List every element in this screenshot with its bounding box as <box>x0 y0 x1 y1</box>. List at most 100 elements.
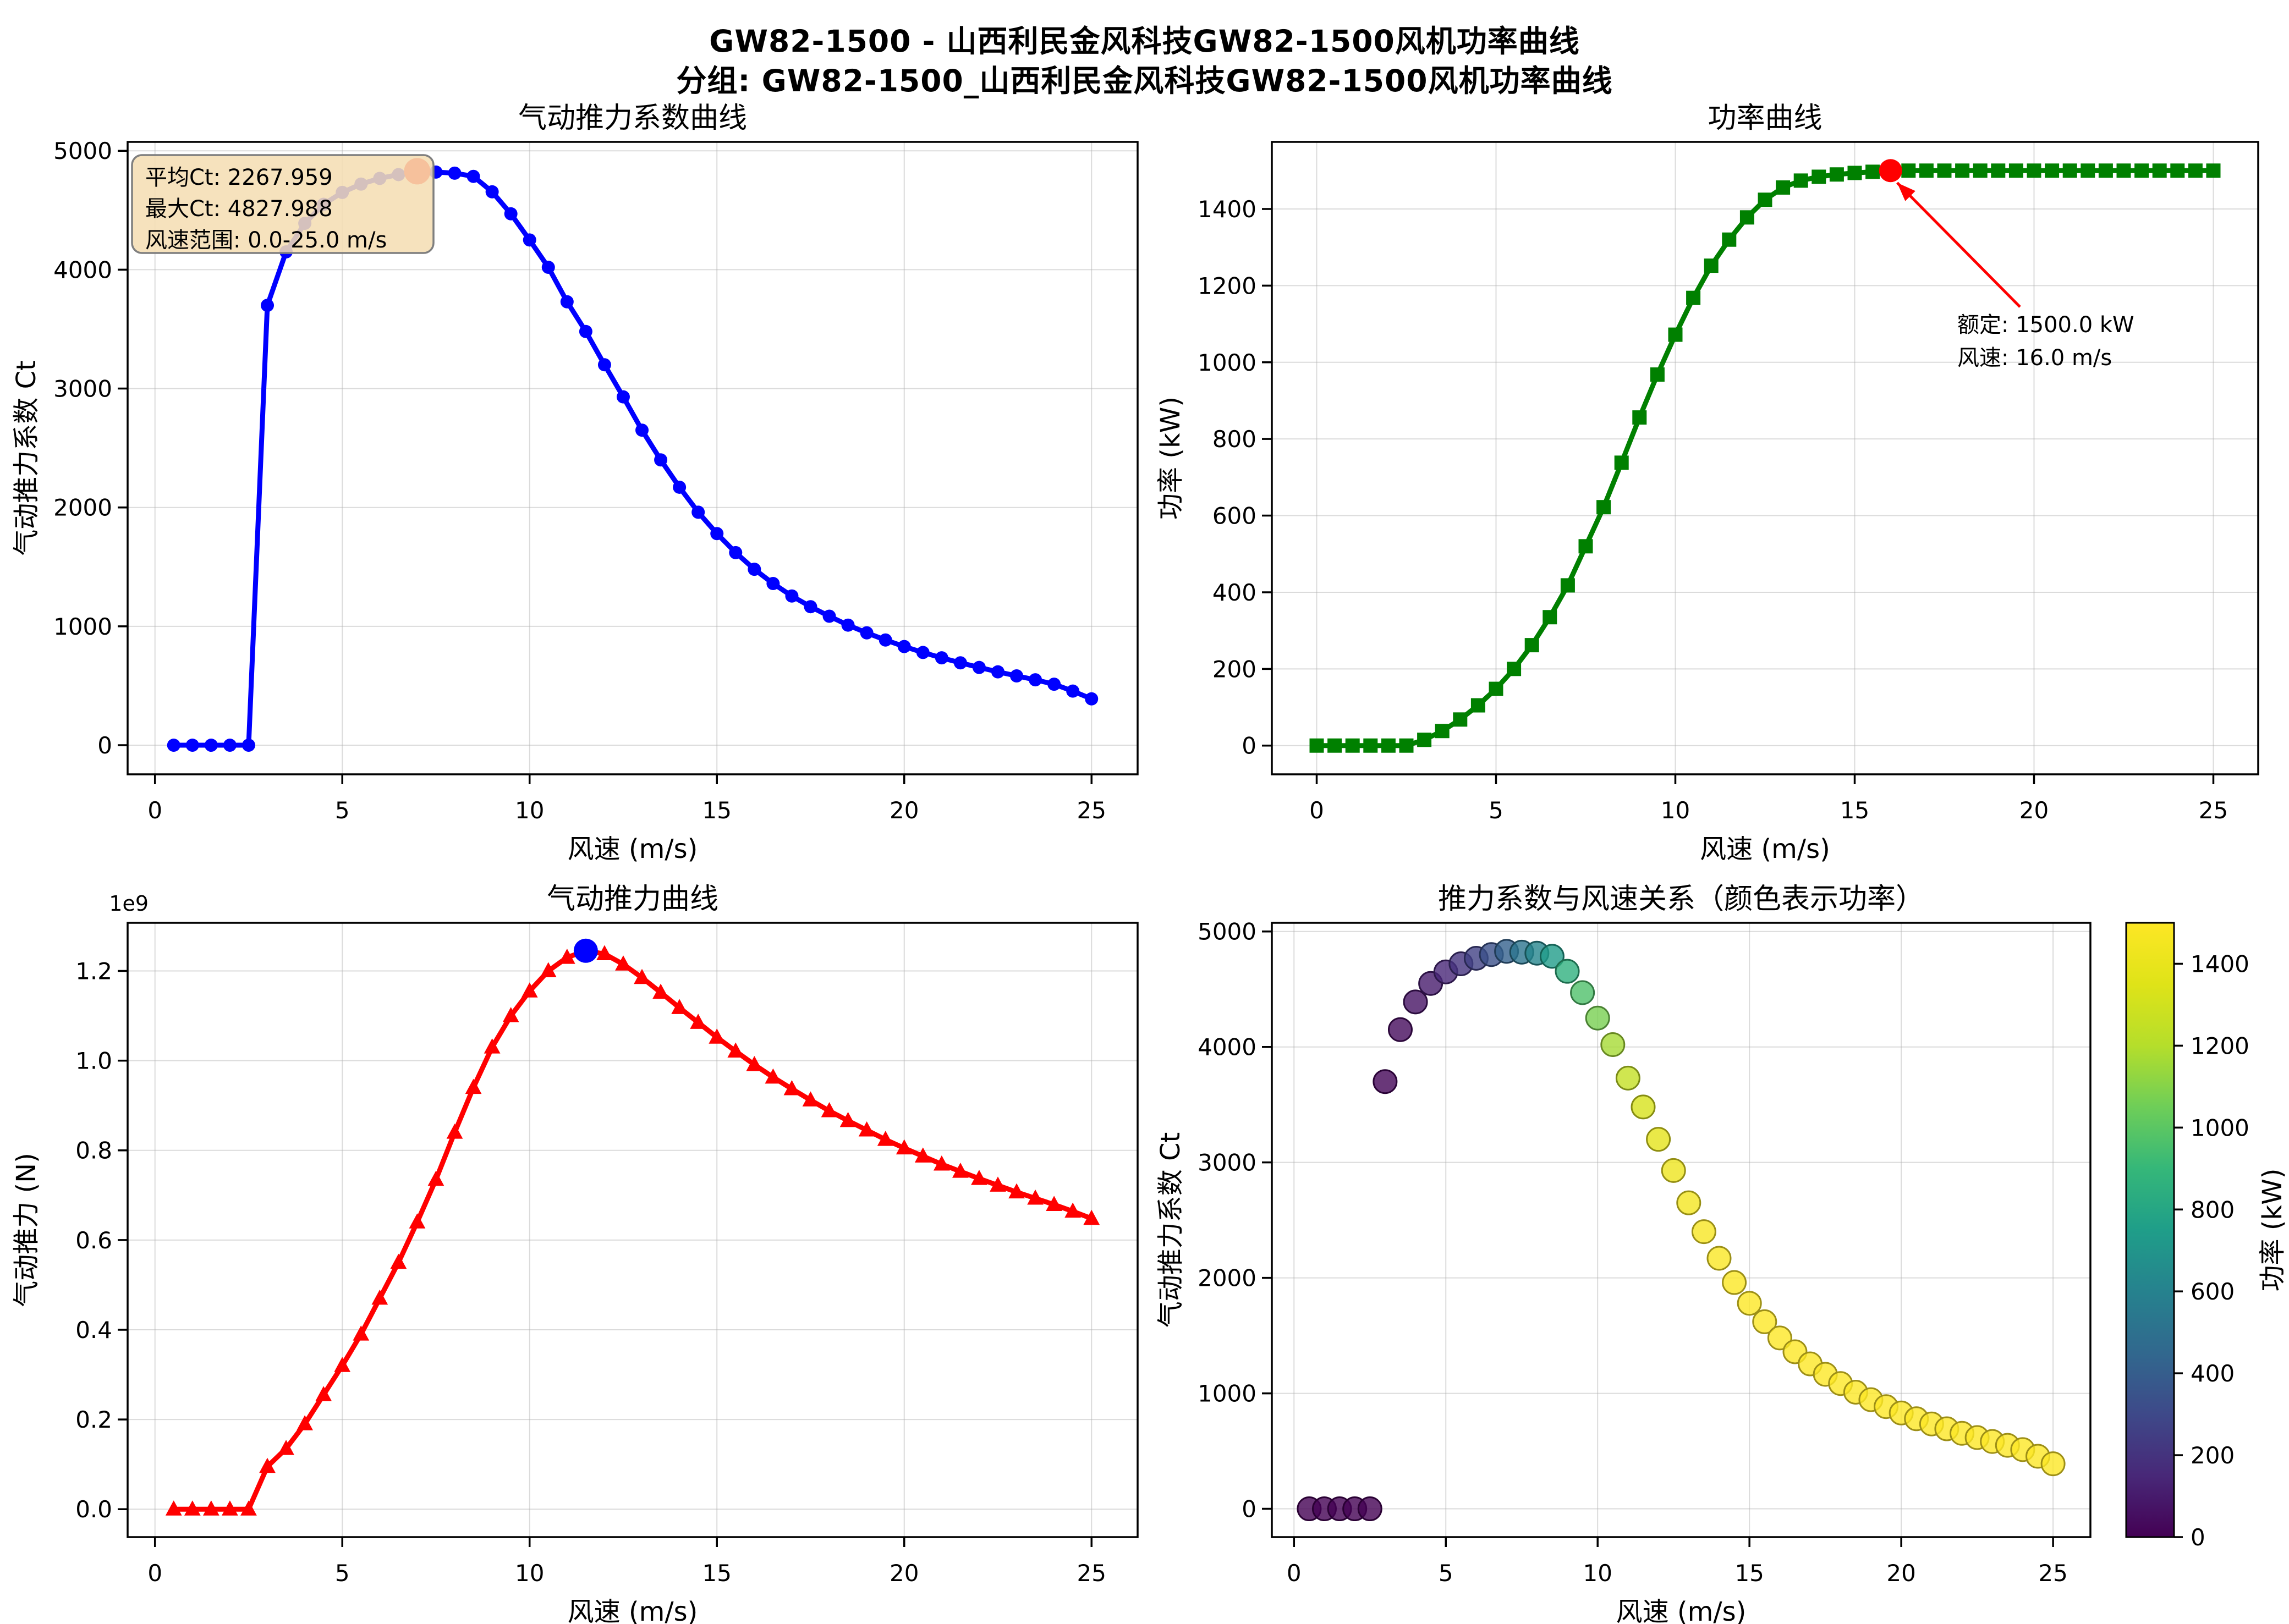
svg-text:10: 10 <box>1661 797 1690 824</box>
svg-text:20: 20 <box>2019 797 2049 824</box>
svg-text:0: 0 <box>1309 797 1324 824</box>
svg-text:15: 15 <box>702 797 732 824</box>
svg-text:25: 25 <box>1077 1560 1106 1587</box>
svg-text:0.8: 0.8 <box>75 1137 112 1164</box>
svg-text:25: 25 <box>1077 797 1106 824</box>
title-ct_curve: 气动推力系数曲线 <box>518 102 747 135</box>
svg-text:气动推力系数 Ct: 气动推力系数 Ct <box>11 360 42 556</box>
svg-text:20: 20 <box>890 1560 919 1587</box>
title-thrust_curve: 气动推力曲线 <box>547 883 718 916</box>
axes-ct_curve: 0 5 10 15 20 25 0 1000 2000 3000 4000 5000 气动推力系数曲线风… <box>11 102 1139 865</box>
svg-text:800: 800 <box>1212 426 1256 453</box>
svg-text:1400: 1400 <box>2191 950 2249 977</box>
series-ct_scatter <box>1297 939 2066 1522</box>
series-power_curve <box>1309 163 2221 753</box>
svg-text:0: 0 <box>147 797 162 824</box>
svg-text:10: 10 <box>515 797 544 824</box>
series-thrust_curve <box>165 942 1100 1516</box>
svg-text:1.0: 1.0 <box>75 1048 112 1075</box>
svg-text:风速 (m/s): 风速 (m/s) <box>568 1597 698 1624</box>
svg-text:5000: 5000 <box>53 137 112 164</box>
svg-text:最大Ct: 4827.988: 最大Ct: 4827.988 <box>145 196 333 222</box>
annotation-box-ct_curve: 平均Ct: 2267.959 最大Ct: 4827.988 风速范围: 0.0-25… <box>131 154 435 254</box>
svg-text:0: 0 <box>1242 1496 1256 1523</box>
figure-suptitle-line2: 分组: GW82-1500_山西利民金风科技GW82-1500风机功率曲线 <box>676 63 1613 98</box>
title-ct_scatter: 推力系数与风速关系（颜色表示功率） <box>1438 883 1924 916</box>
svg-text:20: 20 <box>1886 1560 1915 1587</box>
svg-text:4000: 4000 <box>53 256 112 283</box>
svg-text:1200: 1200 <box>1198 272 1256 299</box>
svg-text:1000: 1000 <box>1198 349 1256 376</box>
svg-text:0: 0 <box>2191 1524 2205 1551</box>
svg-text:0: 0 <box>1287 1560 1302 1587</box>
svg-text:0.4: 0.4 <box>75 1317 112 1344</box>
axes-thrust_curve: 0 5 10 15 20 25 0.0 0.2 0.4 0.6 0.8 1.0 1.2 气动推力曲线风速 … <box>11 883 1139 1624</box>
panel-power_curve: 额定: 1500.0 kW 风速: 16.0 m/s 0 5 10 15 20 25 0 200 4… <box>1155 102 2259 865</box>
svg-text:1e9: 1e9 <box>109 891 149 916</box>
svg-text:3000: 3000 <box>1198 1149 1256 1176</box>
svg-text:5: 5 <box>1489 797 1503 824</box>
svg-text:0: 0 <box>147 1560 162 1587</box>
svg-text:0: 0 <box>97 732 112 759</box>
svg-text:风速 (m/s): 风速 (m/s) <box>1616 1597 1747 1624</box>
svg-text:1000: 1000 <box>53 613 112 640</box>
svg-text:1200: 1200 <box>2191 1032 2249 1059</box>
rated-point-power_curve <box>1879 159 1902 183</box>
svg-text:风速: 16.0 m/s: 风速: 16.0 m/s <box>1957 345 2112 371</box>
axes-power_curve: 0 5 10 15 20 25 0 200 400 600 800 1000 1200 1400 功率曲线风… <box>1155 102 2259 865</box>
svg-text:风速 (m/s): 风速 (m/s) <box>568 834 698 865</box>
svg-text:10: 10 <box>515 1560 544 1587</box>
svg-text:10: 10 <box>1583 1560 1612 1587</box>
panel-thrust_curve: 0 5 10 15 20 25 0.0 0.2 0.4 0.6 0.8 1.0 1.2 气动推力曲线风速 … <box>11 883 1139 1624</box>
axes-ct_scatter: 0 5 10 15 20 25 0 1000 2000 3000 4000 5000 推力系数与风速关系… <box>1155 883 2092 1624</box>
svg-text:4000: 4000 <box>1198 1034 1256 1061</box>
svg-text:400: 400 <box>2191 1360 2235 1387</box>
svg-text:600: 600 <box>1212 503 1256 530</box>
colorbar-label: 功率 (kW) <box>2257 1169 2288 1292</box>
svg-text:气动推力 (N): 气动推力 (N) <box>11 1153 42 1307</box>
svg-text:1000: 1000 <box>2191 1114 2249 1141</box>
grid-power_curve <box>1272 142 2258 774</box>
svg-text:1000: 1000 <box>1198 1380 1256 1407</box>
svg-text:0: 0 <box>1242 733 1256 759</box>
grid-thrust_curve <box>128 923 1138 1537</box>
svg-text:15: 15 <box>702 1560 732 1587</box>
svg-text:功率 (kW): 功率 (kW) <box>1155 397 1186 520</box>
svg-text:2000: 2000 <box>53 494 112 521</box>
svg-text:1.2: 1.2 <box>75 958 112 985</box>
svg-text:5000: 5000 <box>1198 918 1256 945</box>
grid-ct_scatter <box>1272 923 2090 1537</box>
figure-suptitle-line1: GW82-1500 - 山西利民金风科技GW82-1500风机功率曲线 <box>709 24 1580 59</box>
max-point-thrust_curve <box>573 938 598 963</box>
svg-text:1400: 1400 <box>1198 196 1256 223</box>
svg-text:25: 25 <box>2038 1560 2067 1587</box>
svg-text:15: 15 <box>1734 1560 1764 1587</box>
svg-text:0.0: 0.0 <box>75 1496 112 1523</box>
svg-text:风速范围: 0.0-25.0 m/s: 风速范围: 0.0-25.0 m/s <box>145 228 387 253</box>
svg-text:25: 25 <box>2199 797 2228 824</box>
colorbar-ct_scatter: 0 200 400 600 800 1000 1200 1400 功率 (kW) <box>2125 922 2288 1551</box>
svg-text:20: 20 <box>890 797 919 824</box>
panel-ct_curve: 平均Ct: 2267.959 最大Ct: 4827.988 风速范围: 0.0-25… <box>11 102 1139 865</box>
svg-text:气动推力系数 Ct: 气动推力系数 Ct <box>1155 1132 1186 1328</box>
svg-text:0.2: 0.2 <box>75 1406 112 1433</box>
svg-text:200: 200 <box>1212 656 1256 682</box>
svg-text:15: 15 <box>1840 797 1869 824</box>
svg-text:0.6: 0.6 <box>75 1227 112 1254</box>
svg-text:5: 5 <box>335 1560 350 1587</box>
grid-ct_curve <box>128 142 1138 774</box>
svg-text:800: 800 <box>2191 1196 2235 1223</box>
svg-text:额定: 1500.0 kW: 额定: 1500.0 kW <box>1957 312 2134 338</box>
svg-text:3000: 3000 <box>53 376 112 403</box>
svg-text:风速 (m/s): 风速 (m/s) <box>1700 834 1830 865</box>
svg-text:2000: 2000 <box>1198 1265 1256 1292</box>
svg-text:200: 200 <box>2191 1442 2235 1469</box>
title-power_curve: 功率曲线 <box>1708 102 1822 135</box>
svg-text:平均Ct: 2267.959: 平均Ct: 2267.959 <box>145 165 333 190</box>
annotation-arrow-power_curve: 额定: 1500.0 kW 风速: 16.0 m/s <box>1896 181 2134 371</box>
svg-text:600: 600 <box>2191 1278 2235 1305</box>
svg-text:5: 5 <box>1439 1560 1453 1587</box>
